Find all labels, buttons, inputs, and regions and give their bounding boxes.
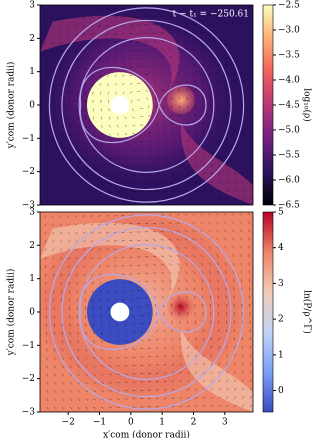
- colorbar-tick-label: −6.0: [278, 176, 300, 186]
- y-tick-label: 3: [29, 208, 35, 218]
- y-tick-label: 1: [29, 67, 35, 77]
- contour: [78, 37, 215, 173]
- y-tick-label: −3: [22, 408, 36, 418]
- y-axis-label: y′com (donor radii): [6, 269, 17, 357]
- y-tick-label: −1: [22, 134, 35, 144]
- y-tick-label: 0: [29, 101, 35, 111]
- colorbar-label: log₁₀(ρ): [302, 88, 313, 122]
- colorbar-tick-label: −2.5: [278, 1, 300, 11]
- y-tick-label: 3: [29, 1, 35, 11]
- y-tick-label: −1: [22, 341, 35, 351]
- y-tick-label: 0: [29, 308, 35, 318]
- colorbar-tick-label: −4.5: [278, 101, 300, 111]
- y-tick-label: 1: [29, 274, 35, 284]
- x-tick-label: 1: [159, 418, 165, 428]
- contour: [61, 226, 232, 398]
- colorbar-tick-label: −6.5: [278, 201, 300, 211]
- colorbar-tick-label: 4: [278, 243, 284, 253]
- roche-lobe: [79, 273, 207, 351]
- x-tick-label: 2: [191, 418, 197, 428]
- colorbar-tick-label: −5.5: [278, 151, 300, 161]
- y-tick-label: 2: [29, 34, 35, 44]
- colorbar-tick-label: −3.5: [278, 51, 300, 61]
- core: [110, 302, 130, 322]
- annotation: t − t₁ = −250.61: [173, 10, 249, 20]
- stream: [40, 222, 253, 412]
- y-tick-label: −2: [22, 374, 35, 384]
- colorbar-tick-label: 5: [278, 208, 284, 218]
- y-tick-label: −2: [22, 167, 35, 177]
- accretor: [166, 85, 196, 115]
- stream: [40, 15, 253, 205]
- heatmap: [40, 212, 253, 412]
- contour: [78, 244, 215, 380]
- heatmap: [40, 5, 253, 205]
- colorbar-tick-label: −3.0: [278, 26, 300, 36]
- core: [110, 95, 130, 115]
- contour: [61, 19, 232, 191]
- colorbar-tick-label: 0: [278, 386, 284, 396]
- x-tick-label: −2: [62, 418, 75, 428]
- x-tick-label: 0: [128, 418, 134, 428]
- colorbar-tick-label: −5.0: [278, 126, 300, 136]
- colorbar-tick-label: 3: [278, 279, 284, 289]
- colorbar: [262, 4, 274, 206]
- colorbar-label: ln(P/ρ^Γ): [302, 290, 313, 334]
- accretor: [166, 292, 196, 322]
- colorbar-tick-label: 1: [278, 350, 284, 360]
- y-tick-label: 2: [29, 241, 35, 251]
- y-axis-label: y′com (donor radii): [6, 62, 17, 150]
- colorbar-tick-label: −4.0: [278, 76, 300, 86]
- roche-lobe: [79, 66, 207, 144]
- x-axis-label: x′com (donor radii): [103, 430, 190, 438]
- colorbar-tick-label: 2: [278, 315, 284, 325]
- contour: [48, 214, 245, 410]
- contour: [48, 7, 245, 203]
- x-tick-label: 3: [222, 418, 228, 428]
- y-tick-label: −3: [22, 201, 36, 211]
- x-tick-label: −1: [93, 418, 106, 428]
- colorbar: [262, 211, 274, 413]
